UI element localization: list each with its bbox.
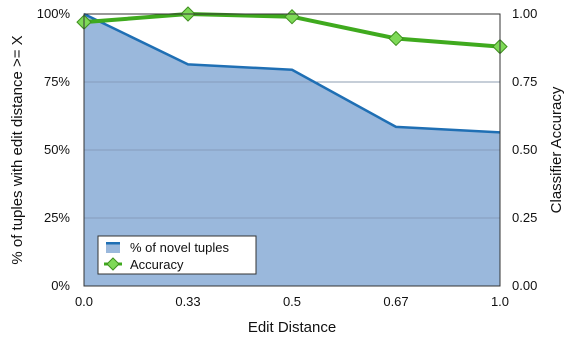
y2-axis-label: Classifier Accuracy — [548, 86, 565, 213]
accuracy-point-2 — [284, 9, 300, 25]
y-axis-label: % of tuples with edit distance >= X — [9, 35, 26, 264]
y-tick-label-1: 25% — [44, 210, 70, 225]
y-tick-label-3: 75% — [44, 74, 70, 89]
legend-swatch-novel-tuples-top — [106, 242, 120, 245]
x-tick-label-2: 0.5 — [283, 294, 301, 309]
x-axis-label: Edit Distance — [248, 319, 336, 336]
legend-marker-accuracy — [106, 257, 120, 271]
x-tick-label-1: 0.33 — [175, 294, 200, 309]
y-tick-label-4: 100% — [37, 6, 71, 21]
y2-tick-label-1: 0.25 — [512, 210, 537, 225]
y2-tick-label-4: 1.00 — [512, 6, 537, 21]
novel-tuples-line — [83, 12, 501, 134]
legend-box — [97, 235, 257, 275]
x-tick-label-4: 1.0 — [491, 294, 509, 309]
accuracy-point-3 — [388, 30, 404, 47]
legend-label-accuracy: Accuracy — [130, 257, 184, 272]
legend-swatch-novel-tuples — [106, 242, 120, 253]
legend: % of novel tuples Accuracy — [97, 235, 257, 275]
y2-tick-label-3: 0.75 — [512, 74, 537, 89]
y2-tick-label-2: 0.50 — [512, 142, 537, 157]
legend-label-novel-tuples: % of novel tuples — [130, 240, 230, 255]
plot-frame — [83, 13, 501, 287]
tick-labels: 0% 25% 50% 75% 100% 0.00 0.25 0.50 0.75 1.00 0.0 0.… — [37, 6, 538, 309]
y2-tick-label-0: 0.00 — [512, 278, 537, 293]
series-layer — [76, 6, 508, 134]
gridlines-over-area — [84, 81, 500, 219]
x-tick-label-3: 0.67 — [383, 294, 408, 309]
y-tick-label-0: 0% — [51, 278, 70, 293]
y-tick-label-2: 50% — [44, 142, 70, 157]
x-tick-label-0: 0.0 — [75, 294, 93, 309]
